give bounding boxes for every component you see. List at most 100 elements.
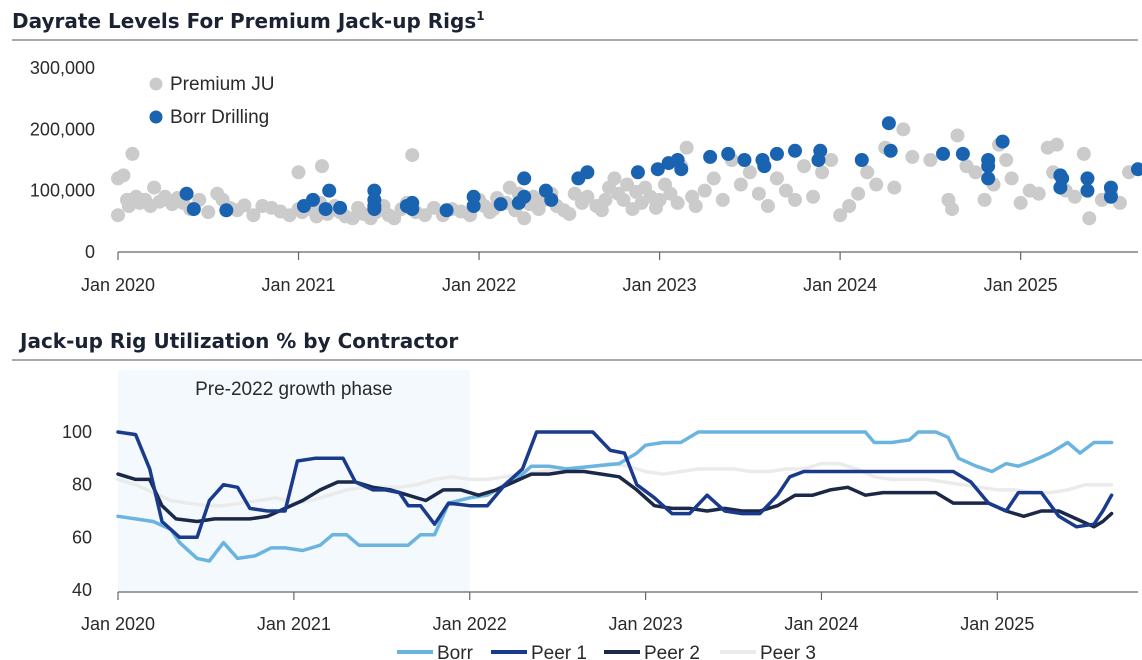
utilization-x-ticks: Jan 2020 Jan 2021 Jan 2022 Jan 2023 Jan 2024… bbox=[81, 592, 1034, 634]
borr-drilling-point bbox=[787, 143, 802, 158]
utilization-y-tick-label: 60 bbox=[72, 527, 92, 547]
premium-ju-point bbox=[697, 183, 712, 198]
premium-ju-point bbox=[833, 208, 848, 223]
premium-ju-point bbox=[896, 122, 911, 137]
premium-ju-point bbox=[116, 168, 131, 183]
premium-ju-point bbox=[905, 149, 920, 164]
utilization-x-tick-label: Jan 2021 bbox=[257, 614, 331, 634]
borr-drilling-point bbox=[995, 134, 1010, 149]
premium-ju-point bbox=[1013, 195, 1028, 210]
borr-drilling-point bbox=[544, 192, 559, 207]
legend-peer-3-label: Peer 3 bbox=[760, 643, 816, 660]
borr-drilling-point bbox=[186, 202, 201, 217]
borr-drilling-point bbox=[1080, 183, 1095, 198]
borr-drilling-point bbox=[650, 162, 665, 177]
premium-ju-point bbox=[842, 199, 857, 213]
utilization-x-tick-label: Jan 2022 bbox=[433, 614, 507, 634]
premium-ju-point bbox=[670, 195, 685, 210]
legend-premium-ju-marker bbox=[149, 77, 163, 91]
premium-ju-point bbox=[147, 180, 162, 195]
premium-ju-point bbox=[125, 146, 140, 161]
pre-2022-annotation: Pre-2022 growth phase bbox=[195, 379, 393, 400]
utilization-chart: Jack-up Rig Utilization % by Contractor … bbox=[12, 329, 1142, 660]
borr-drilling-point bbox=[322, 183, 337, 198]
premium-ju-point bbox=[562, 206, 577, 221]
premium-ju-point bbox=[652, 192, 667, 207]
borr-drilling-point bbox=[1055, 171, 1070, 186]
utilization-x-tick-label: Jan 2025 bbox=[960, 614, 1034, 634]
premium-ju-point bbox=[1076, 146, 1091, 161]
dayrate-x-ticks: Jan 2020 Jan 2021 Jan 2022 Jan 2023 Jan 2024… bbox=[81, 252, 1058, 295]
dayrate-y-tick-label: 300,000 bbox=[30, 58, 95, 78]
borr-drilling-point bbox=[721, 146, 736, 161]
borr-drilling-point bbox=[737, 153, 752, 167]
premium-ju-point bbox=[291, 165, 306, 180]
borr-drilling-point bbox=[883, 143, 898, 158]
premium-ju-point bbox=[1004, 171, 1019, 186]
premium-ju-point bbox=[787, 192, 802, 207]
premium-ju-point bbox=[999, 153, 1014, 167]
utilization-x-tick-label: Jan 2023 bbox=[609, 614, 683, 634]
dayrate-x-tick-label: Jan 2020 bbox=[81, 275, 155, 295]
borr-drilling-point bbox=[580, 165, 595, 180]
premium-ju-point bbox=[345, 211, 360, 226]
legend-peer-1-label: Peer 1 bbox=[531, 643, 587, 660]
borr-drilling-point bbox=[674, 162, 689, 177]
premium-ju-point bbox=[405, 148, 420, 163]
dayrate-x-tick-label: Jan 2023 bbox=[623, 275, 697, 295]
legend-borr-label: Borr bbox=[437, 643, 474, 660]
peer-1-line bbox=[116, 430, 1114, 540]
premium-ju-point bbox=[869, 177, 884, 192]
dayrate-x-tick-label: Jan 2024 bbox=[803, 275, 877, 295]
dayrate-chart: Dayrate Levels For Premium Jack-up Rigs1… bbox=[12, 9, 1142, 295]
dayrate-y-tick-label: 200,000 bbox=[30, 119, 95, 139]
utilization-x-tick-label: Jan 2020 bbox=[81, 614, 155, 634]
borr-drilling-point bbox=[1131, 162, 1142, 177]
premium-ju-point bbox=[923, 153, 938, 167]
premium-ju-point bbox=[616, 192, 631, 207]
premium-ju-point bbox=[887, 180, 902, 195]
legend-peer-2-label: Peer 2 bbox=[644, 643, 700, 660]
premium-ju-point bbox=[778, 183, 793, 198]
legend-borr-drilling-label: Borr Drilling bbox=[170, 107, 269, 128]
premium-ju-point bbox=[760, 199, 775, 213]
borr-drilling-point bbox=[367, 202, 382, 217]
dayrate-y-tick-label: 100,000 bbox=[30, 181, 95, 201]
premium-ju-point bbox=[246, 208, 261, 223]
borr-drilling-point bbox=[630, 165, 645, 180]
premium-ju-point bbox=[968, 165, 983, 180]
premium-ju-point bbox=[237, 198, 252, 213]
utilization-y-tick-labels: 40 60 80 100 bbox=[62, 422, 92, 600]
borr-drilling-point bbox=[813, 143, 828, 158]
premium-ju-point bbox=[580, 189, 595, 204]
premium-ju-point bbox=[201, 205, 216, 220]
premium-ju-point bbox=[706, 171, 721, 186]
premium-ju-point bbox=[1067, 189, 1082, 204]
borr-drilling-point bbox=[219, 203, 234, 218]
utilization-y-tick-label: 40 bbox=[72, 580, 92, 600]
premium-ju-point bbox=[1049, 137, 1064, 152]
dayrate-points bbox=[111, 116, 1142, 226]
borr-drilling-point bbox=[936, 146, 951, 161]
premium-ju-point bbox=[851, 186, 866, 201]
dayrate-chart-title: Dayrate Levels For Premium Jack-up Rigs1 bbox=[12, 9, 485, 33]
dayrate-y-tick-label: 0 bbox=[85, 242, 95, 262]
borr-drilling-point bbox=[757, 159, 772, 174]
premium-ju-point bbox=[607, 171, 622, 186]
premium-ju-point bbox=[715, 192, 730, 207]
dayrate-legend: Premium JU Borr Drilling bbox=[149, 74, 275, 128]
premium-ju-point bbox=[517, 211, 532, 226]
dayrate-x-tick-label: Jan 2025 bbox=[984, 275, 1058, 295]
premium-ju-point bbox=[769, 171, 784, 186]
borr-drilling-point bbox=[703, 149, 718, 164]
borr-drilling-point bbox=[1103, 189, 1118, 204]
legend-borr-drilling-marker bbox=[149, 110, 163, 124]
premium-ju-point bbox=[1082, 211, 1097, 226]
borr-drilling-point bbox=[466, 199, 481, 213]
legend-premium-ju-label: Premium JU bbox=[170, 74, 275, 95]
premium-ju-point bbox=[733, 177, 748, 192]
utilization-lines bbox=[116, 430, 1114, 563]
borr-drilling-point bbox=[1080, 171, 1095, 186]
borr-drilling-point bbox=[981, 171, 996, 186]
